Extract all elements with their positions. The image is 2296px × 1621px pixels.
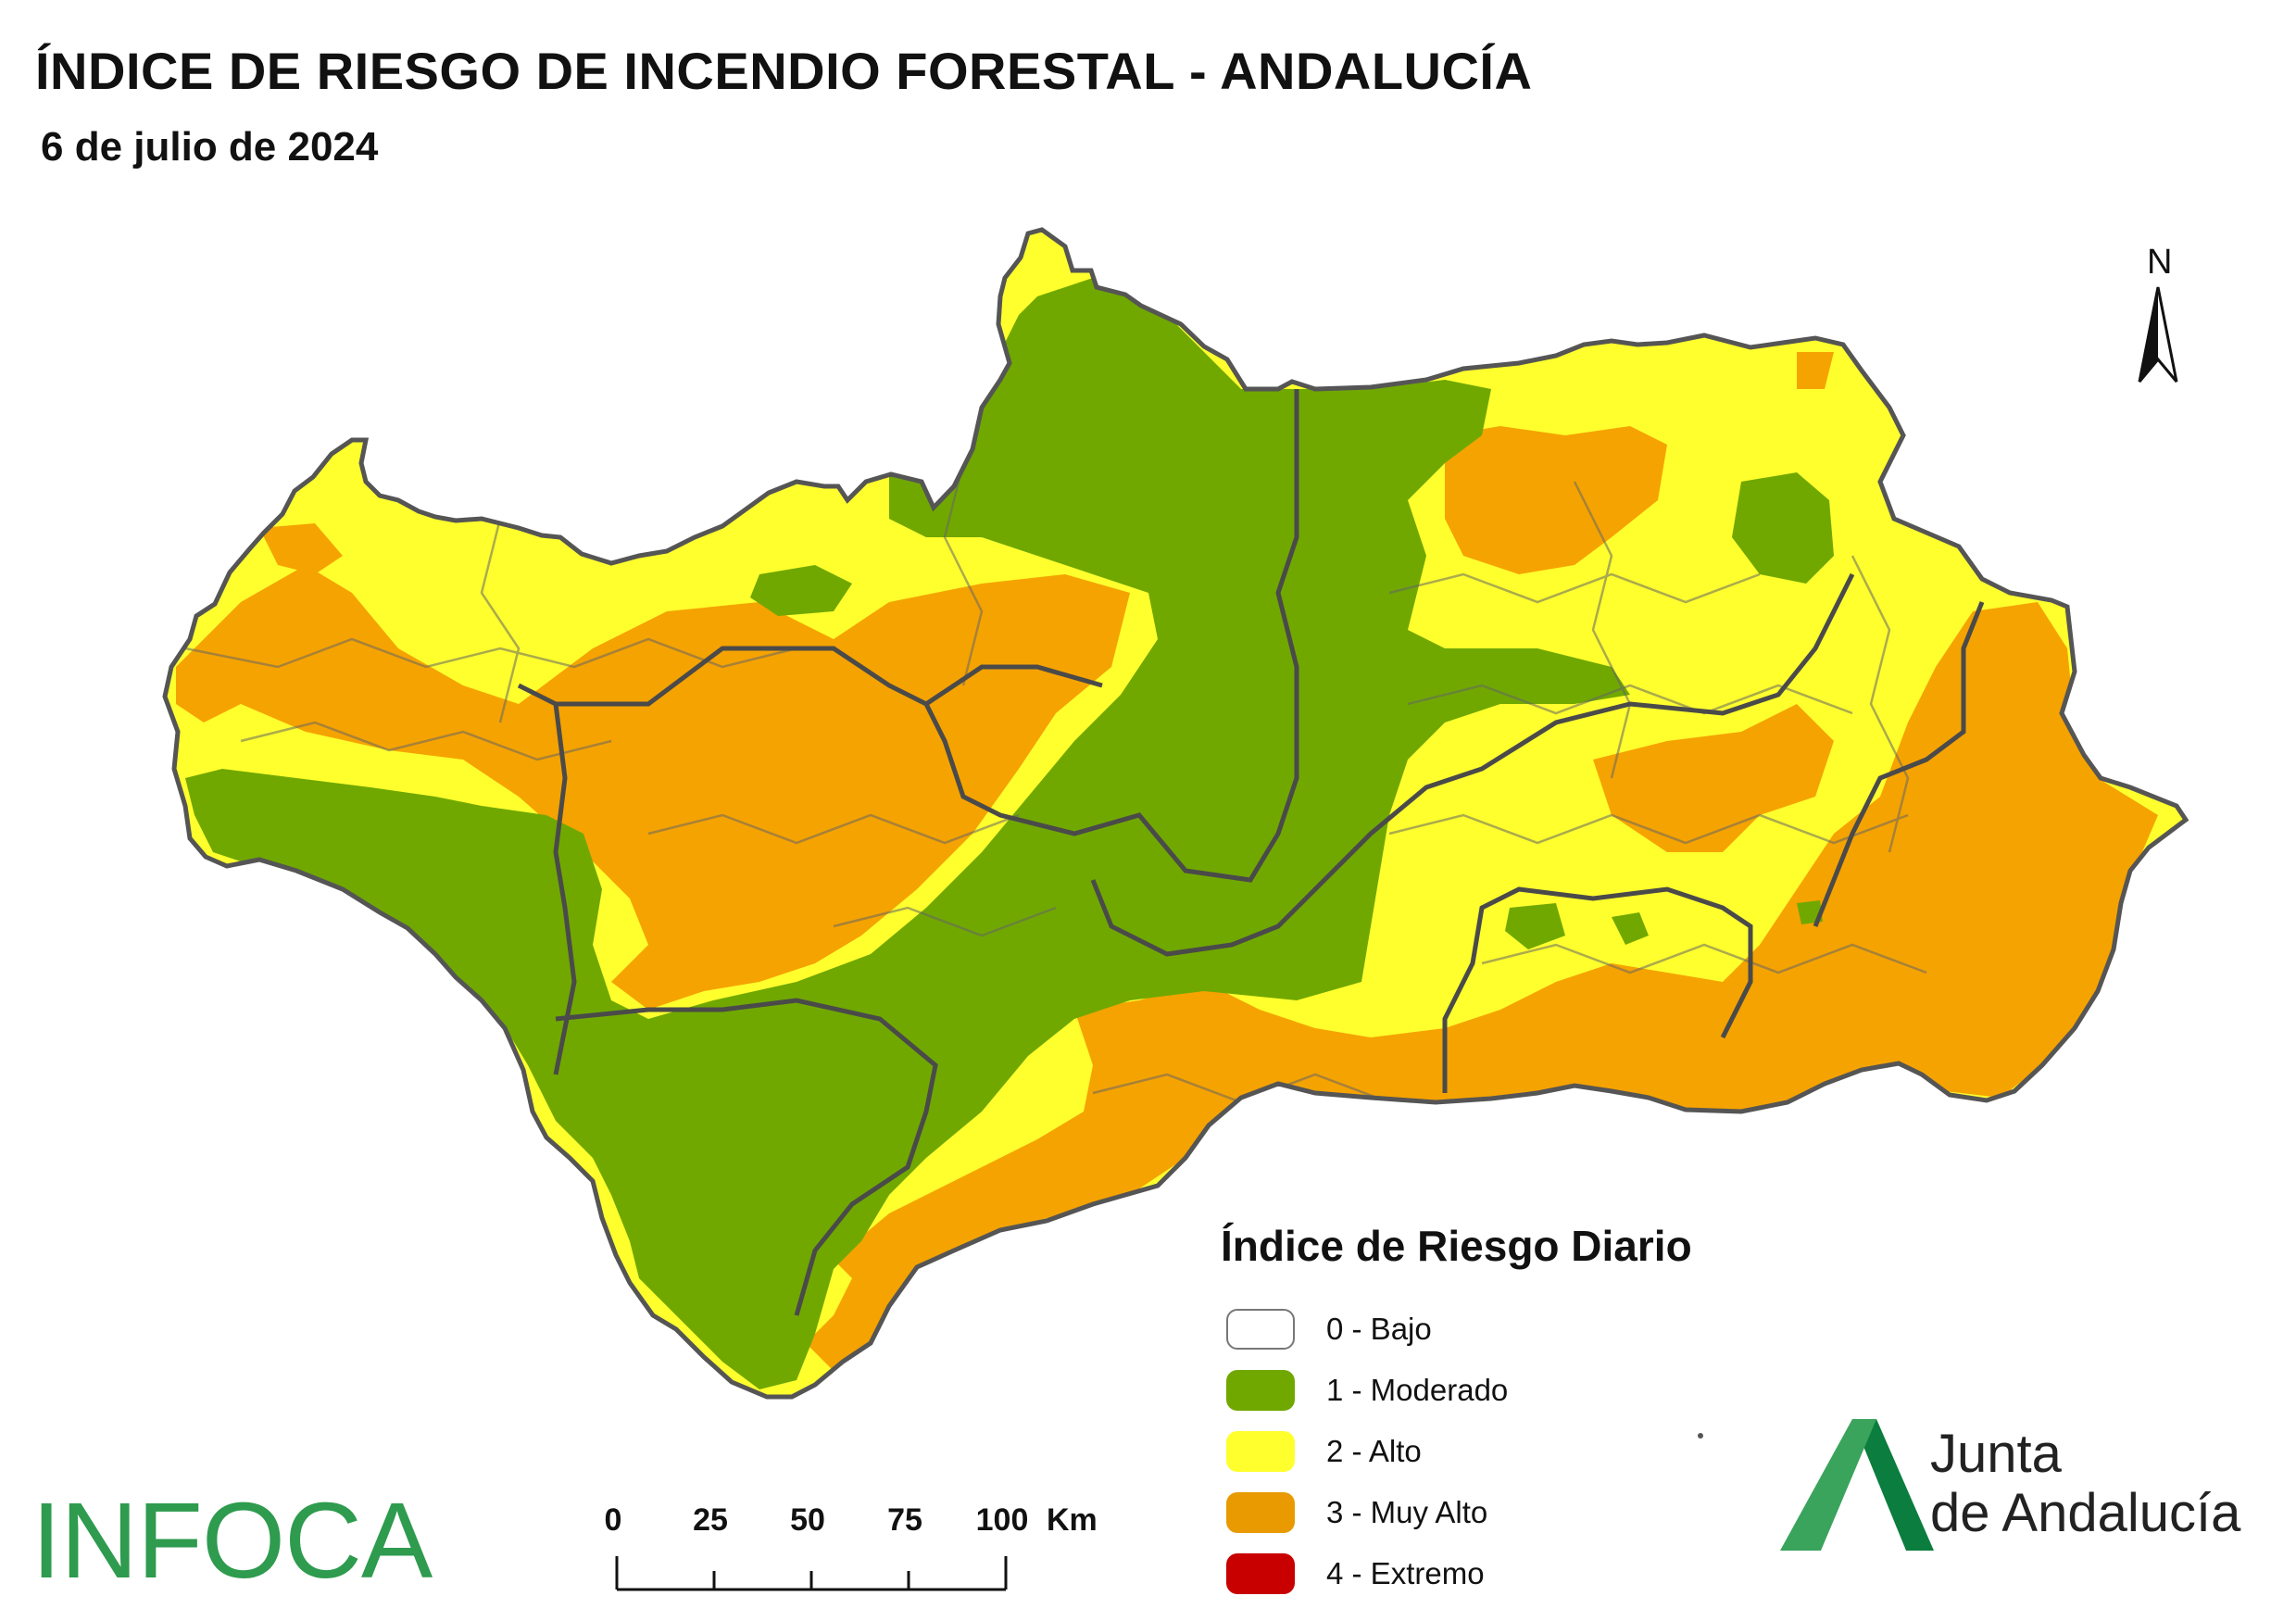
- junta-line-2: de Andalucía: [1930, 1483, 2241, 1543]
- legend-label: 4 - Extremo: [1326, 1556, 1485, 1590]
- moderado-zones: [185, 278, 1834, 1389]
- north-arrow-icon: [2138, 286, 2178, 383]
- legend-swatch-extremo: [1226, 1553, 1295, 1594]
- scale-tick-label: 75: [887, 1502, 922, 1538]
- legend-item-moderado: 1 - Moderado: [1221, 1360, 1739, 1421]
- north-label: N: [2147, 243, 2173, 282]
- legend: Índice de Riesgo Diario 0 - Bajo 1 - Mod…: [1221, 1221, 1739, 1604]
- junta-de-andalucia-logo: [1780, 1419, 1934, 1551]
- infoca-logo: INFOCA: [31, 1480, 433, 1601]
- legend-title: Índice de Riesgo Diario: [1221, 1222, 1692, 1270]
- junta-line-1: Junta: [1930, 1424, 2062, 1484]
- scale-tick-label: 0: [605, 1502, 622, 1538]
- map-date: 6 de julio de 2024: [41, 124, 379, 170]
- map-title: ÍNDICE DE RIESGO DE INCENDIO FORESTAL - …: [35, 42, 1533, 100]
- legend-swatch-moderado: [1226, 1370, 1295, 1411]
- legend-swatch-alto: [1226, 1431, 1295, 1472]
- legend-item-muy-alto: 3 - Muy Alto: [1221, 1482, 1739, 1543]
- scale-tick-label: 50: [790, 1502, 825, 1538]
- andalusia-outline: [162, 227, 2189, 1400]
- scale-unit: Km: [1047, 1502, 1098, 1538]
- provincial-borders: [517, 389, 1985, 1316]
- legend-label: 2 - Alto: [1326, 1434, 1422, 1468]
- legend-swatch-muy-alto: [1226, 1492, 1295, 1533]
- legend-label: 3 - Muy Alto: [1326, 1495, 1488, 1529]
- legend-swatch-bajo: [1226, 1309, 1295, 1350]
- legend-label: 0 - Bajo: [1326, 1312, 1432, 1346]
- muy-alto-zones: [176, 352, 2158, 1371]
- scale-tick-label: 25: [693, 1502, 728, 1538]
- legend-item-alto: 2 - Alto: [1221, 1421, 1739, 1482]
- junta-logo-text: Junta de Andalucía: [1930, 1425, 2240, 1543]
- scale-bar: 0 25 50 75 100 Km: [605, 1502, 1098, 1591]
- legend-item-extremo: 4 - Extremo: [1221, 1543, 1739, 1604]
- legend-item-bajo: 0 - Bajo: [1221, 1299, 1739, 1360]
- scale-tick-label: 100: [976, 1502, 1029, 1538]
- legend-label: 1 - Moderado: [1326, 1373, 1509, 1407]
